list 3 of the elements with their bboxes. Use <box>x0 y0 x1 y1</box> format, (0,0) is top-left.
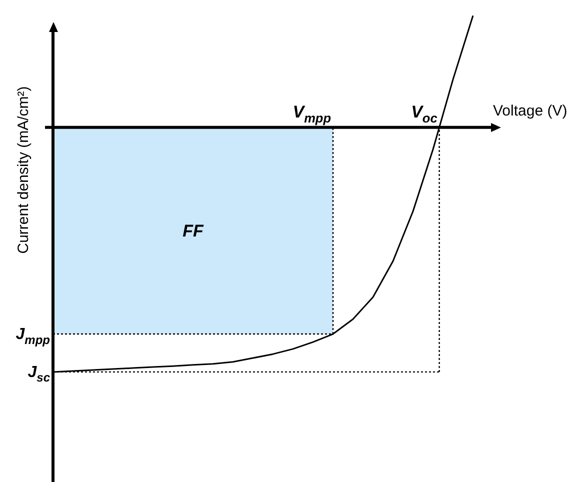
y-axis-title: Current density (mA/cm²) <box>15 86 32 254</box>
x-axis-title: Voltage (V) <box>493 102 568 120</box>
band-label: FF <box>182 222 204 241</box>
